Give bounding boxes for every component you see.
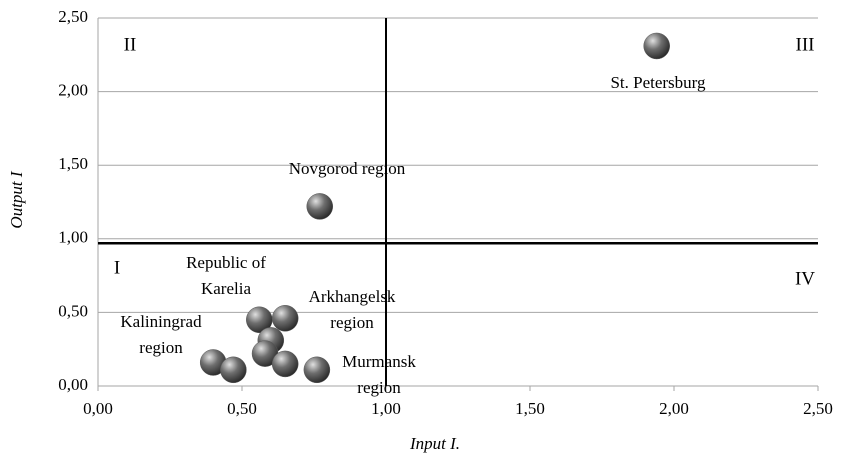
y-tick-label: 2,00: [58, 81, 88, 100]
x-tick-label: 0,50: [227, 399, 257, 418]
point: [306, 193, 334, 220]
quadrant-label: IV: [795, 268, 815, 289]
point-label: Karelia: [201, 279, 251, 298]
point-label: St. Petersburg: [610, 73, 706, 92]
point-label: region: [357, 378, 401, 397]
point-label: Republic of: [186, 253, 266, 272]
quadrant-label: II: [124, 34, 137, 55]
x-tick-label: 0,00: [83, 399, 113, 418]
point-label: Kaliningrad: [120, 312, 202, 331]
point-label: Murmansk: [342, 352, 416, 371]
x-axis-title: Input I.: [409, 434, 460, 453]
point: [643, 32, 670, 60]
point-label: region: [330, 313, 374, 332]
point: [271, 305, 299, 332]
y-axis-title: Output I: [7, 170, 26, 228]
x-tick-label: 2,50: [803, 399, 833, 418]
quadrant-label: III: [796, 34, 815, 55]
y-tick-label: 1,50: [58, 154, 88, 173]
point: [220, 356, 247, 384]
point-label: region: [139, 338, 183, 357]
quadrant-label: I: [114, 257, 120, 278]
y-tick-label: 2,50: [58, 7, 88, 26]
point: [271, 350, 299, 378]
x-tick-label: 1,00: [371, 399, 401, 418]
y-tick-label: 1,00: [58, 228, 88, 247]
y-tick-label: 0,50: [58, 301, 88, 320]
x-tick-label: 1,50: [515, 399, 545, 418]
point: [303, 356, 331, 384]
point-label: Novgorod region: [289, 159, 406, 178]
x-tick-label: 2,00: [659, 399, 689, 418]
y-tick-label: 0,00: [58, 375, 88, 394]
point-label: Arkhangelsk: [309, 287, 396, 306]
